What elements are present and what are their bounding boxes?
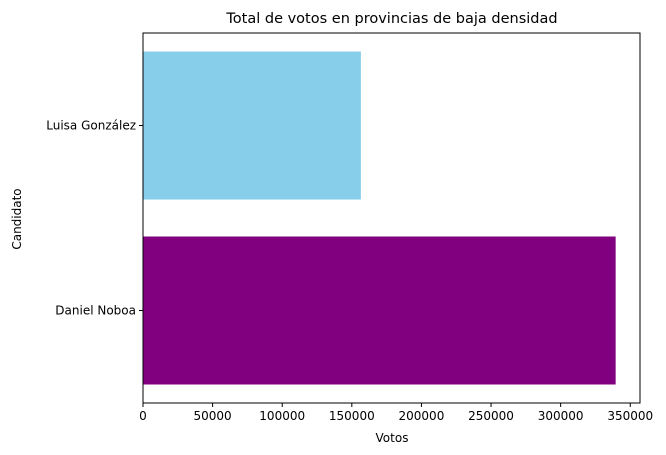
plot-area: Daniel Noboa Luisa González 0 50000 100000 15…	[46, 32, 653, 423]
x-tick-label: 50000	[194, 409, 232, 423]
x-tick-label: 150000	[329, 409, 375, 423]
x-tick-label: 350000	[607, 409, 653, 423]
plot-frame	[142, 32, 641, 404]
x-tick-label: 250000	[468, 409, 514, 423]
y-tick-label: Luisa González	[46, 119, 136, 133]
y-axis-label: Candidato	[10, 188, 24, 249]
x-tick-label: 300000	[538, 409, 584, 423]
x-tick-label: 0	[139, 409, 147, 423]
bar-luisa-gonz-lez	[143, 51, 361, 200]
chart-title: Total de votos en provincias de baja den…	[225, 11, 557, 27]
x-tick-label: 100000	[259, 409, 305, 423]
bar-daniel-noboa	[143, 236, 616, 385]
y-tick-label: Daniel Noboa	[55, 304, 136, 318]
x-axis-label: Votos	[376, 431, 409, 445]
x-tick-label: 200000	[399, 409, 445, 423]
